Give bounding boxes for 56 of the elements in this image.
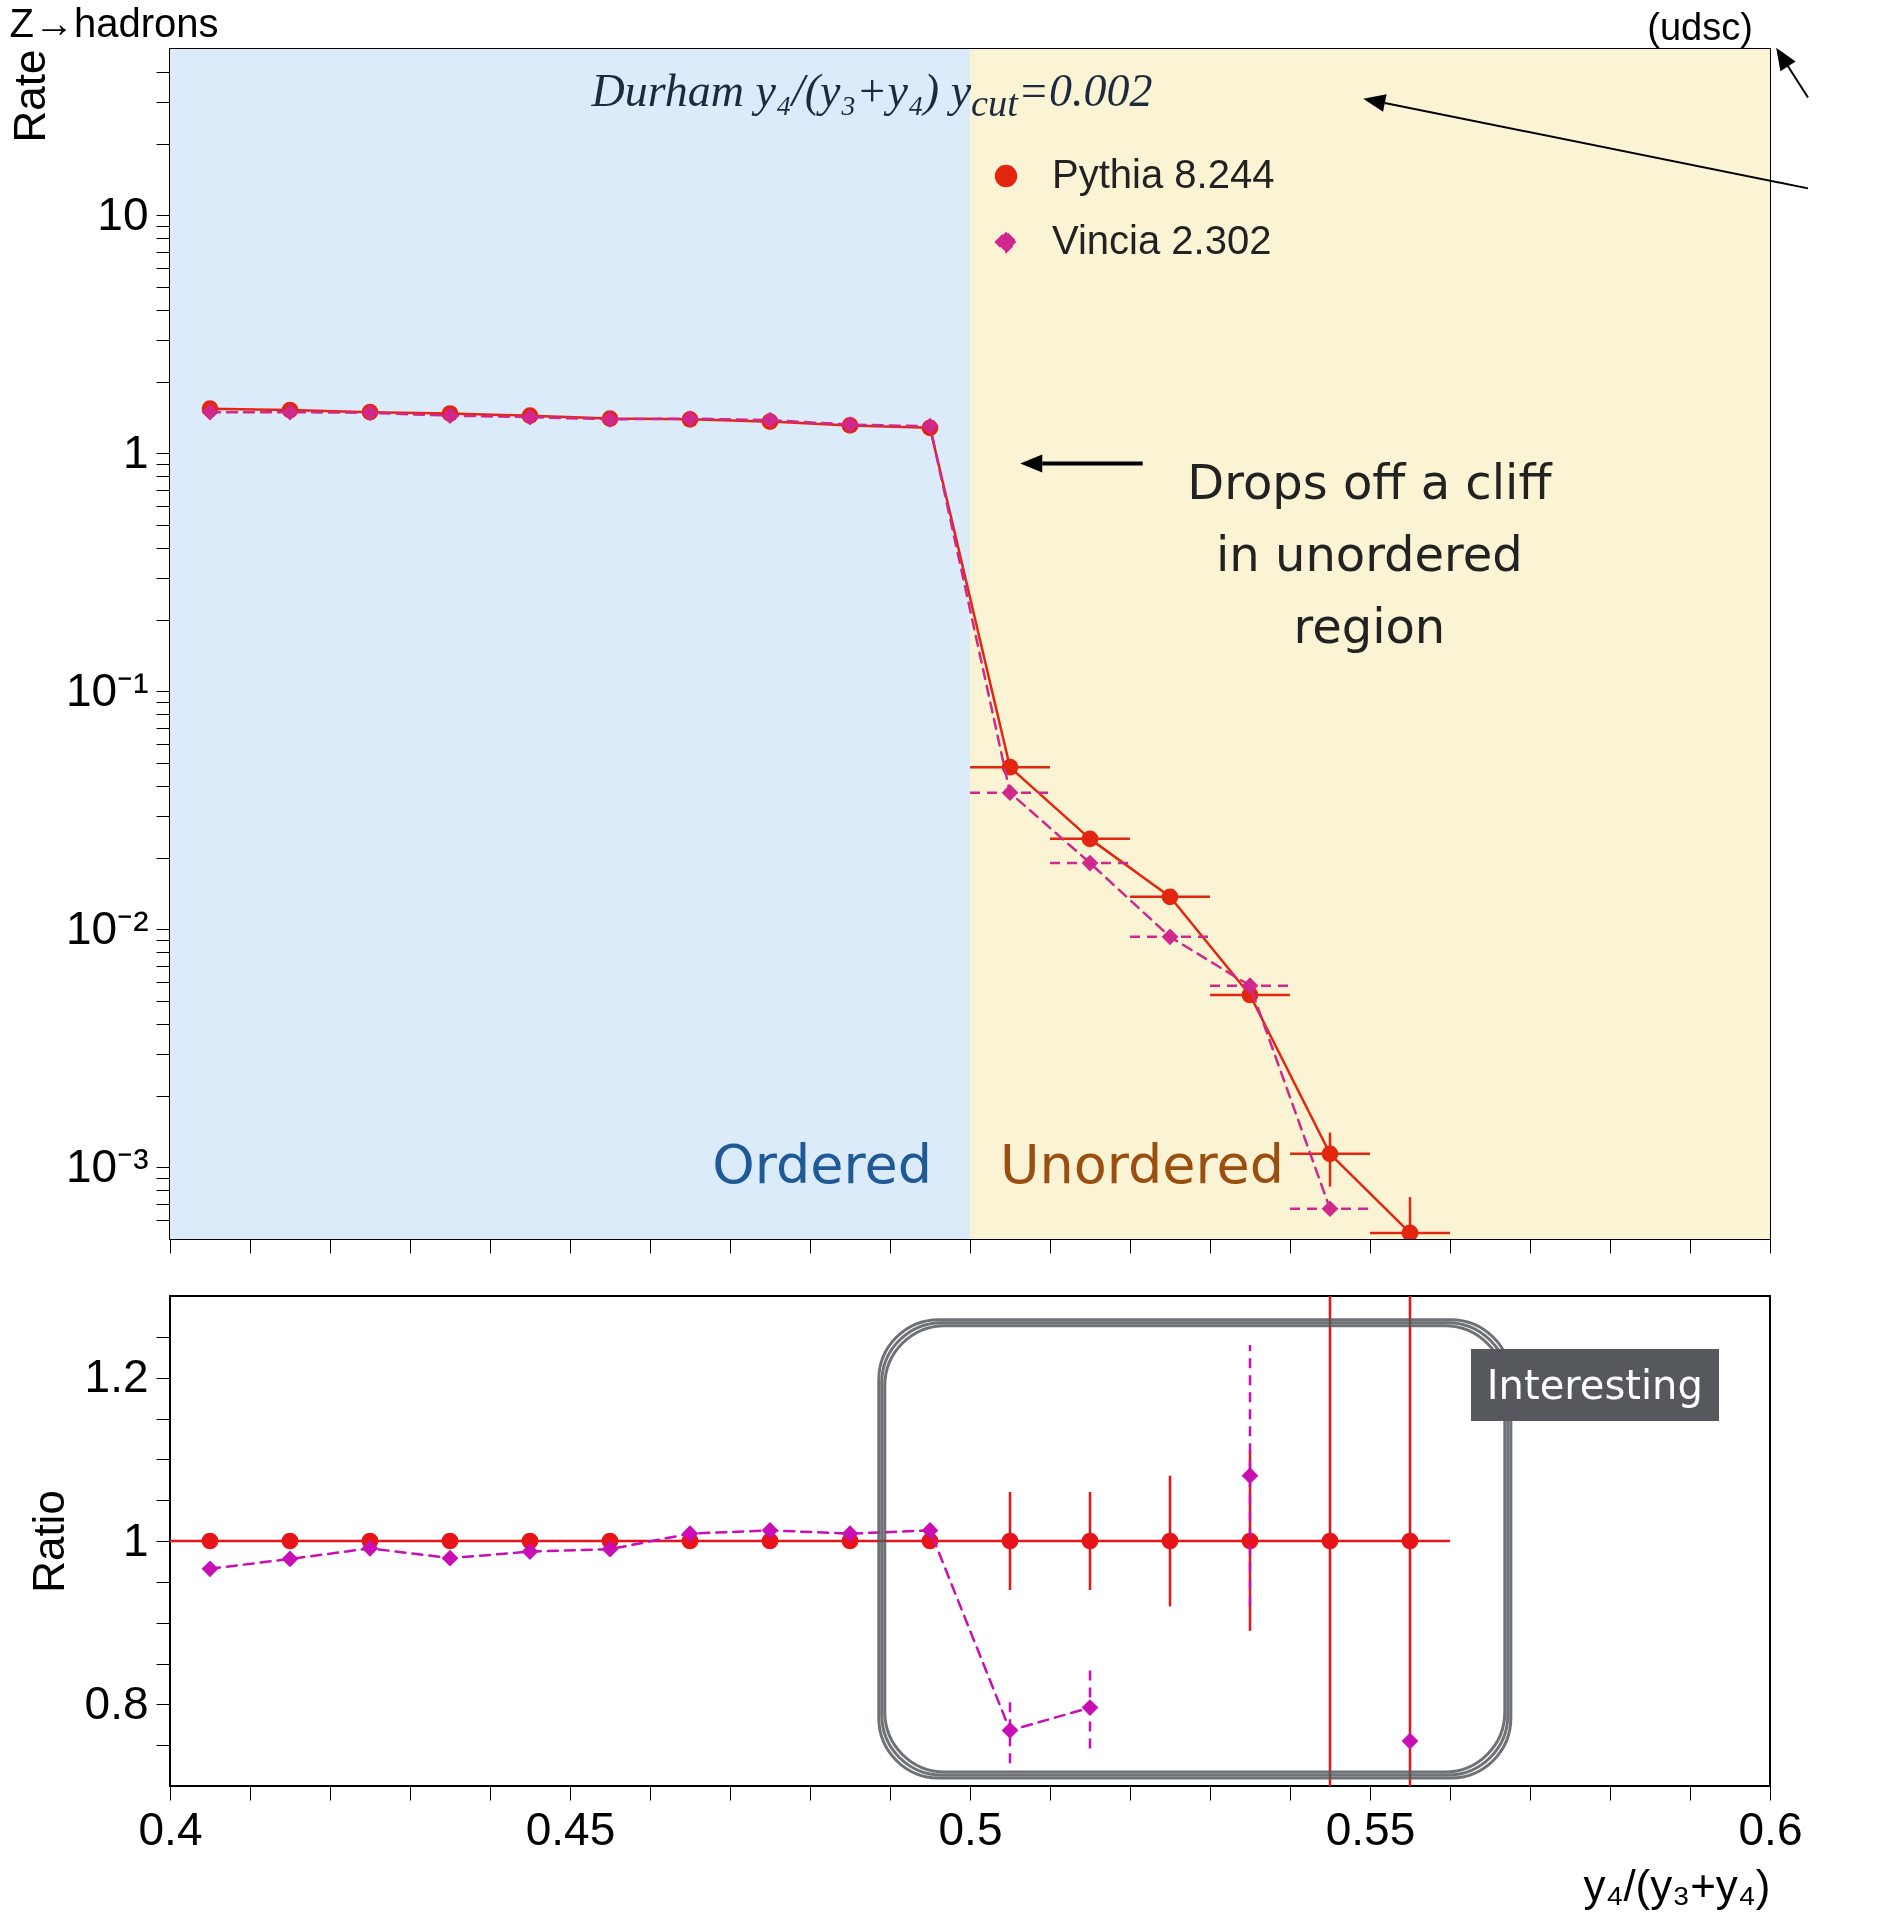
point [1001,1532,1019,1550]
x-tick-label: 0.5 [938,1802,1003,1855]
point [1081,854,1099,872]
point [1161,928,1179,946]
point [921,1522,939,1539]
x-axis-title: y₄/(y₃+y₄) [1583,1860,1771,1910]
point [1241,1467,1259,1485]
point [441,1549,459,1567]
point [601,1540,619,1558]
point [1401,1732,1419,1750]
point [281,1532,299,1550]
point [201,1560,219,1578]
annotation: Drops off a cliff in unordered region [1186,453,1554,657]
annotation: Durham y₄/(y₃+y₄) y$_{cut}$=0.002 [591,64,1153,124]
point [1001,1722,1019,1739]
band-label: Ordered [712,1133,932,1196]
annotation: Interesting [1470,1348,1719,1421]
point [1401,1224,1419,1239]
point [681,1525,699,1543]
point [1081,830,1099,848]
y-axis-title: Ratio [23,1490,73,1593]
y-tick-label: 1.2 [84,1350,149,1403]
y-tick-label: 10 [97,187,149,240]
y-tick-label: 1 [122,425,149,478]
point [841,1525,859,1543]
text: (udsc) [1647,6,1753,49]
point [1161,1532,1179,1550]
legend-label: Vincia 2.302 [1052,218,1272,263]
point [201,1532,219,1550]
x-tick-label: 0.6 [1738,1802,1803,1855]
y-axis-title: Rate [5,49,55,143]
band-label: Unordered [1000,1133,1285,1196]
x-tick-label: 0.45 [525,1802,616,1855]
point [1161,888,1179,906]
point [1401,1532,1419,1550]
y-tick-label: 1 [122,1513,149,1566]
point [1001,784,1019,802]
point [761,1522,779,1539]
point [1321,1532,1339,1550]
chart-title: Z→hadrons [9,1,219,45]
point [361,1539,379,1557]
y-tick-label: 10⁻³ [66,1139,149,1192]
y-tick-label: 0.8 [84,1676,149,1729]
y-tick-label: 10⁻¹ [66,663,149,716]
point [441,1532,459,1550]
point [521,1543,539,1560]
point [1081,1532,1099,1550]
point [281,1550,299,1568]
point [1241,977,1259,995]
y-tick-label: 10⁻² [66,901,149,954]
point [1081,1699,1099,1716]
x-tick-label: 0.4 [138,1802,203,1855]
point [1321,1145,1339,1163]
x-tick-label: 0.55 [1325,1802,1416,1855]
legend-label: Pythia 8.244 [1052,152,1275,197]
point [1321,1200,1339,1218]
